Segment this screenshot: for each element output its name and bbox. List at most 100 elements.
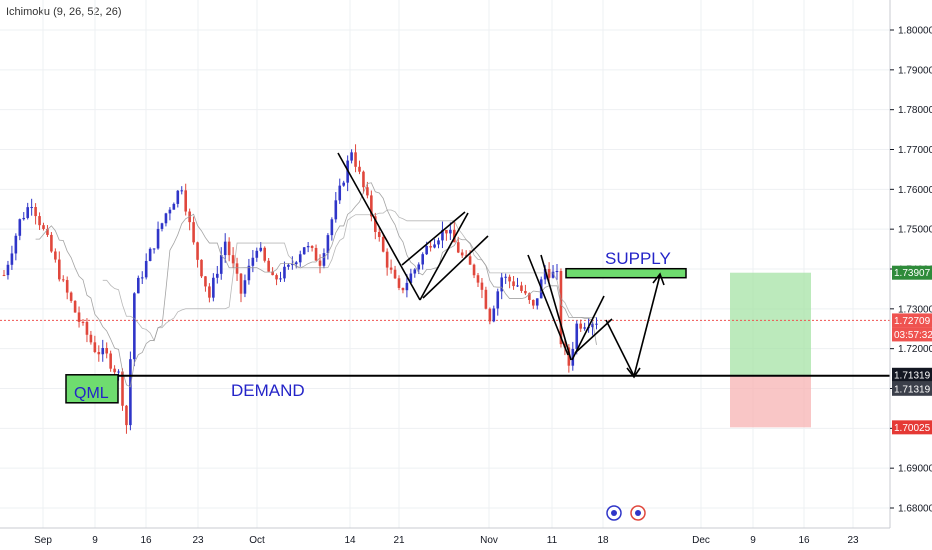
- candle: [105, 342, 108, 359]
- candle: [89, 330, 93, 345]
- time-axis: Sep 9 16 23 Oct 14 21 Nov 11 18 Dec 9 16 23: [0, 527, 890, 546]
- candle-body: [22, 217, 26, 220]
- candle-body: [54, 251, 57, 260]
- candle-body: [543, 269, 547, 280]
- candle: [30, 198, 33, 216]
- candle-body: [302, 247, 306, 255]
- candle-body: [496, 291, 500, 309]
- time-tick-label: 9: [750, 535, 756, 546]
- pattern-line[interactable]: [422, 235, 489, 299]
- stop-loss-zone[interactable]: [730, 375, 811, 428]
- candle-body: [547, 269, 551, 278]
- candle: [583, 322, 586, 331]
- candle: [46, 225, 49, 237]
- price-axis: 1.80000 1.79000 1.78000 1.77000 1.76000 1.750…: [889, 0, 932, 528]
- candle-body: [137, 277, 140, 294]
- candle-body: [152, 248, 156, 250]
- candle: [559, 268, 563, 348]
- supply-price-tag[interactable]: 1.73907: [892, 265, 932, 280]
- candle-body: [275, 275, 278, 280]
- pattern-line[interactable]: [633, 274, 661, 377]
- supply-zone-box[interactable]: [565, 267, 687, 279]
- candle-body: [85, 321, 89, 335]
- candle-body: [409, 273, 413, 283]
- candle-body: [129, 359, 132, 426]
- take-profit-zone[interactable]: [730, 272, 811, 376]
- candle: [184, 183, 187, 216]
- candle-body: [77, 312, 81, 322]
- candle-body: [42, 225, 45, 229]
- candle: [42, 222, 45, 231]
- candle: [524, 284, 527, 296]
- supply-price-tag-text: 1.73907: [894, 268, 931, 279]
- candle-body: [322, 253, 326, 266]
- candle-body: [6, 264, 10, 276]
- candle-body: [144, 260, 148, 278]
- demand-price-tag-a[interactable]: 1.71319: [892, 367, 932, 382]
- candle: [334, 192, 338, 223]
- candle: [109, 350, 112, 372]
- demand-tag-b-bg: [892, 381, 932, 396]
- candle: [180, 186, 184, 195]
- candle: [302, 247, 306, 255]
- current-price-tag[interactable]: 1.72709: [892, 313, 932, 328]
- candle-body: [449, 229, 452, 234]
- candle: [164, 212, 168, 227]
- pattern-line[interactable]: [540, 254, 572, 361]
- countdown-tag: 03:57:32: [892, 327, 932, 342]
- time-tick-label: 18: [597, 535, 609, 546]
- candle-body: [429, 246, 432, 248]
- stop-price-tag[interactable]: 1.70025: [892, 420, 932, 435]
- candle-body: [528, 293, 531, 300]
- candle-body: [180, 190, 184, 192]
- candle: [488, 307, 492, 325]
- time-tick-label: 16: [140, 535, 152, 546]
- candle: [144, 253, 148, 280]
- pattern-line[interactable]: [605, 319, 635, 377]
- candle-body: [535, 298, 539, 306]
- qml-box[interactable]: [65, 374, 119, 404]
- candle: [208, 283, 211, 303]
- candle-body: [93, 342, 97, 353]
- candle: [374, 212, 377, 240]
- candle-body: [421, 254, 424, 265]
- pattern-line[interactable]: [574, 318, 613, 354]
- candle-body: [445, 229, 448, 234]
- candle-body: [579, 323, 582, 329]
- candle: [81, 319, 85, 326]
- price-tick-label: 1.68000: [898, 503, 932, 514]
- candle-body: [46, 228, 49, 235]
- pattern-line[interactable]: [401, 211, 466, 266]
- pattern-line[interactable]: [337, 152, 421, 301]
- event-icons[interactable]: [606, 505, 646, 521]
- candle: [65, 276, 69, 300]
- price-tick-label: 1.78000: [898, 105, 932, 116]
- candle-body: [389, 267, 393, 270]
- candle: [508, 274, 511, 289]
- pattern-line[interactable]: [419, 212, 469, 301]
- candle-body: [10, 253, 14, 265]
- candle: [433, 239, 436, 249]
- candle: [342, 180, 345, 187]
- candle: [231, 247, 235, 269]
- candle-body: [50, 234, 53, 252]
- candle: [366, 181, 369, 199]
- indicator-label[interactable]: Ichimoku (9, 26, 52, 26): [6, 6, 122, 18]
- candle: [14, 233, 18, 261]
- candle: [69, 291, 73, 303]
- pattern-line[interactable]: [527, 254, 569, 356]
- candle-body: [184, 190, 187, 212]
- drawn-patterns: [337, 152, 665, 379]
- candle-body: [69, 292, 73, 301]
- pattern-line[interactable]: [571, 295, 605, 361]
- candle: [445, 229, 448, 241]
- candle-body: [476, 275, 480, 283]
- candle: [168, 207, 172, 221]
- candle-body: [306, 246, 310, 248]
- candle-body: [401, 287, 405, 291]
- candle: [156, 221, 160, 250]
- demand-price-tag-b[interactable]: 1.71319: [892, 381, 932, 396]
- candle: [2, 270, 6, 277]
- candle-body: [117, 371, 120, 373]
